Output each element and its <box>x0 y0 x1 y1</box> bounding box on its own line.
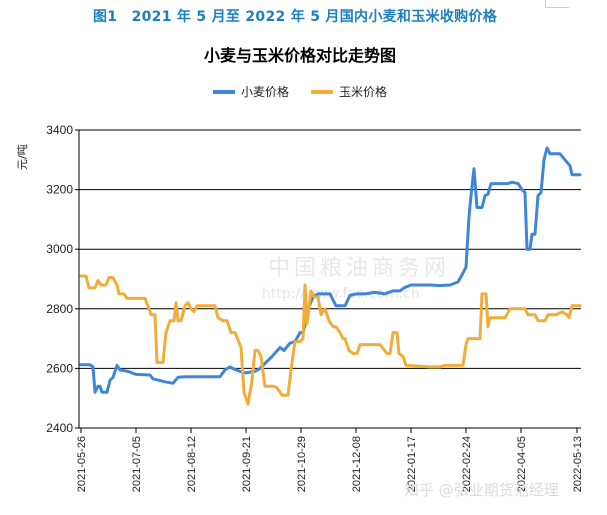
legend-item-wheat[interactable]: 小麦价格 <box>212 83 289 100</box>
legend-item-corn[interactable]: 玉米价格 <box>311 83 387 100</box>
corn-swatch-icon <box>311 89 333 94</box>
x-tick-label: 2022-04-05 <box>516 436 528 492</box>
y-tick-label: 3000 <box>46 242 73 256</box>
legend-label-wheat: 小麦价格 <box>240 85 289 99</box>
x-tick-label: 2022-01-17 <box>406 436 418 492</box>
figure-title: 图1 2021 年 5 月至 2022 年 5 月国内小麦和玉米收购价格 <box>92 9 498 25</box>
wheat-swatch-icon <box>212 89 235 94</box>
x-tick-label: 2021-08-12 <box>186 436 198 492</box>
y-tick-label: 2600 <box>46 361 73 375</box>
x-tick-label: 2021-12-08 <box>351 436 363 492</box>
x-tick-label: 2022-02-24 <box>461 436 473 492</box>
x-tick-label: 2022-05-13 <box>572 436 584 492</box>
y-tick-label: 2400 <box>46 421 73 435</box>
x-tick-label: 2021-09-21 <box>241 436 253 492</box>
chart-title: 小麦与玉米价格对比走势图 <box>203 46 396 65</box>
corn-price-line <box>79 274 582 406</box>
x-tick-label: 2021-05-26 <box>76 436 88 492</box>
watermark-credit: 知乎 @弘业期货范经理 <box>404 481 559 499</box>
y-tick-label: 3200 <box>46 183 73 197</box>
y-tick-label: 3400 <box>46 123 73 137</box>
x-tick-label: 2021-07-05 <box>131 436 143 492</box>
watermark-site-url: http://www.fao.com.cn <box>262 286 420 302</box>
legend-label-corn: 玉米价格 <box>339 85 388 99</box>
y-tick-label: 2800 <box>46 302 73 316</box>
x-tick-label: 2021-10-29 <box>296 436 308 492</box>
legend: 小麦价格 玉米价格 <box>0 83 600 100</box>
corner-artifact <box>545 0 569 8</box>
watermark-site-name: 中国粮油商务网 <box>268 256 451 281</box>
wheat-price-line <box>79 146 582 394</box>
